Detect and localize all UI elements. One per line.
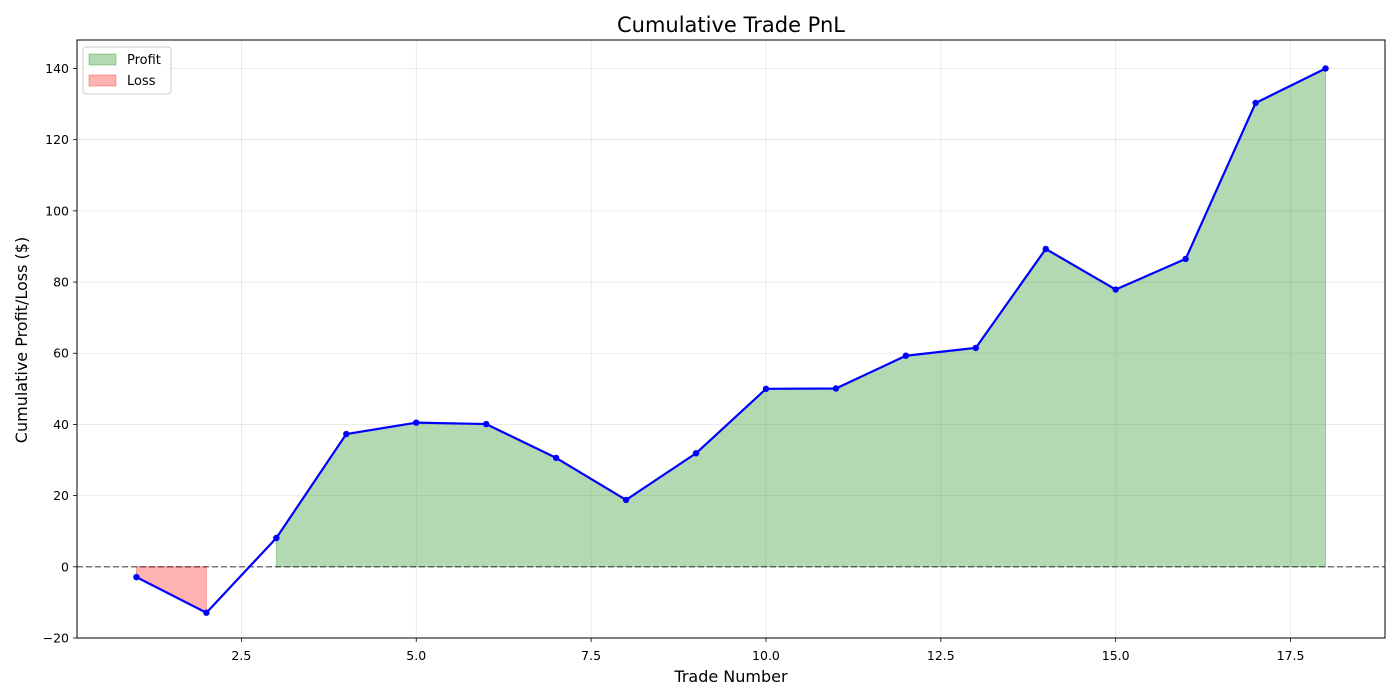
data-point: [413, 419, 420, 426]
data-point: [1182, 255, 1189, 263]
x-tick-label: 12.5: [927, 648, 955, 663]
x-tick-label: 7.5: [581, 648, 601, 663]
grid: [77, 40, 1385, 639]
loss-area: [135, 566, 207, 614]
data-point: [1042, 245, 1049, 253]
data-point: [203, 609, 210, 616]
data-point: [622, 496, 630, 504]
area-fills: [135, 67, 1327, 614]
profit-legend-swatch: [88, 53, 117, 66]
data-point: [972, 344, 980, 352]
data-point: [1322, 65, 1329, 72]
data-point: [692, 450, 700, 457]
data-point: [1112, 286, 1119, 293]
pnl-line: [135, 67, 1327, 614]
y-tick-label: 140: [45, 61, 69, 76]
pnl-series: [135, 67, 1327, 614]
y-tick-label: 20: [53, 488, 69, 503]
legend-box: [82, 46, 172, 95]
data-point: [832, 385, 840, 392]
legend: Profit Loss: [82, 46, 172, 95]
profit-area: [275, 67, 1327, 568]
y-tick-label: −20: [43, 631, 69, 646]
chart-title: Cumulative Trade PnL: [617, 13, 845, 37]
data-point: [343, 430, 350, 438]
data-point: [482, 420, 490, 428]
pnl-points: [133, 65, 1329, 616]
loss-legend-label: Loss: [127, 74, 156, 89]
y-tick-label: 0: [61, 559, 69, 574]
loss-legend-swatch: [88, 74, 117, 87]
y-tick-label: 40: [53, 417, 69, 432]
x-tick-label: 17.5: [1277, 648, 1305, 663]
y-tick-label: 80: [53, 275, 69, 290]
y-tick-label: 60: [53, 346, 69, 361]
y-axis-ticks: −20 0 20 40 60 80 100 120 140: [43, 61, 77, 646]
x-tick-label: 2.5: [231, 648, 251, 663]
plot-frame: [76, 39, 1386, 639]
data-point: [273, 534, 280, 542]
x-axis-ticks: 2.5 5.0 7.5 10.0 12.5 15.0 17.5: [231, 638, 1304, 663]
data-point: [762, 385, 770, 393]
x-axis-label: Trade Number: [673, 667, 788, 686]
data-point: [133, 573, 140, 581]
y-axis-label: Cumulative Profit/Loss ($): [12, 237, 31, 443]
x-tick-label: 10.0: [752, 648, 780, 663]
x-tick-label: 15.0: [1102, 648, 1130, 663]
data-point: [902, 352, 910, 359]
data-point: [552, 454, 560, 462]
y-tick-label: 120: [45, 132, 69, 147]
y-tick-label: 100: [45, 203, 69, 218]
data-point: [1252, 99, 1259, 107]
x-tick-label: 5.0: [406, 648, 426, 663]
profit-legend-label: Profit: [127, 53, 161, 68]
